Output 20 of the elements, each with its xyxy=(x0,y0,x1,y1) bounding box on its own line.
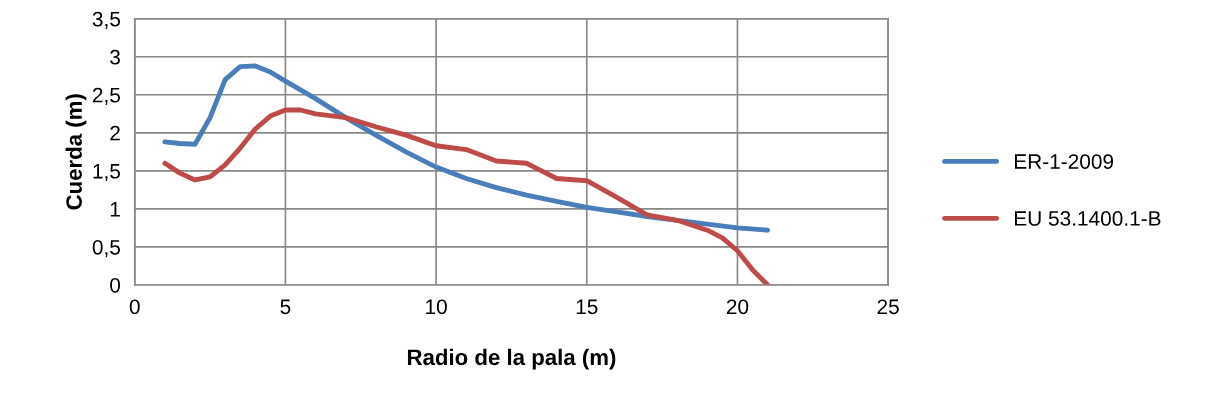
x-tick-label: 5 xyxy=(280,299,291,315)
x-tick-label: 20 xyxy=(726,299,749,315)
y-tick-label: 0 xyxy=(110,277,121,293)
x-axis-title: Radio de la pala (m) xyxy=(407,348,616,370)
y-tick-label: 3 xyxy=(110,49,120,65)
y-axis-title: Cuerda (m) xyxy=(65,94,87,210)
legend-label: EU 53.1400.1-B xyxy=(1015,211,1161,226)
legend-label: ER-1-2009 xyxy=(1015,154,1114,169)
x-tick-label: 0 xyxy=(129,299,140,315)
y-tick-label: 3,5 xyxy=(92,11,120,29)
line-series xyxy=(162,63,771,233)
y-tick-label: 2,5 xyxy=(92,87,120,105)
y-tick-label: 2 xyxy=(110,125,120,141)
x-tick-label: 15 xyxy=(576,299,598,315)
y-tick-label: 1,5 xyxy=(93,164,120,182)
y-tick-label: 1 xyxy=(110,202,120,217)
line-series xyxy=(162,107,771,285)
x-tick-label: 25 xyxy=(877,299,899,315)
x-tick-label: 10 xyxy=(426,299,447,315)
y-tick-label: 0,5 xyxy=(92,239,120,258)
